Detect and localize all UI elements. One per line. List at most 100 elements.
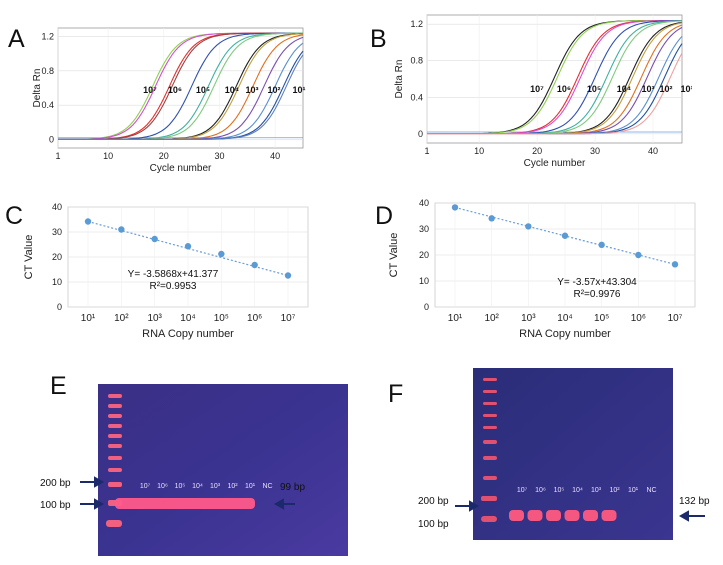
gel-lane-label: NC <box>646 487 656 494</box>
r-squared: R²=0.9953 <box>150 281 197 292</box>
x-tick-label: 10³ <box>521 313 536 324</box>
gel-e-arrows <box>80 476 295 510</box>
y-tick-label: 0.8 <box>41 66 54 76</box>
gel-f-product: 132 bp <box>679 496 710 507</box>
gel-lane-label: 10² <box>609 487 620 494</box>
gel-e-product: 99 bp <box>280 482 305 493</box>
gel-lane-label: NC <box>262 483 272 490</box>
gel-e-svg: 200 bp 100 bp 99 bp 10⁷ 10⁶ 10⁵ 10⁴ 10³ 10² 10… <box>40 384 348 556</box>
y-tick-label: 0 <box>418 129 423 139</box>
y-tick-label: 0.8 <box>410 56 423 66</box>
x-tick-label: 10⁵ <box>594 313 609 324</box>
data-point <box>671 261 679 268</box>
gel-f-marker-200: 200 bp <box>418 496 449 507</box>
y-tick-label: 0 <box>49 134 54 144</box>
dilution-label: 10⁵ <box>196 85 210 95</box>
gel-lane-label: 10⁵ <box>554 487 565 494</box>
panel-label-e: E <box>50 372 67 400</box>
gel-band <box>527 510 543 521</box>
plot-frame <box>57 27 304 149</box>
dilution-label: 10⁷ <box>530 84 544 94</box>
gel-e-product-band <box>115 498 255 509</box>
data-point <box>151 235 158 243</box>
amplification-plot-a: 0 0.4 0.8 1.2 1 10 20 30 40 Cycle number Delta Rn 1… <box>32 27 306 174</box>
y-axis-label: CT Value <box>388 233 400 278</box>
gel-band <box>601 510 617 521</box>
y-axis-label: CT Value <box>23 235 35 280</box>
y-tick-label: 0.4 <box>41 100 54 110</box>
gel-band <box>583 510 598 521</box>
y-tick-label: 10 <box>419 276 429 286</box>
x-axis-label: Cycle number <box>524 158 586 169</box>
y-tick-label: 0 <box>424 302 429 312</box>
dilution-label: 10¹ <box>680 84 692 94</box>
regression-equation: Y= -3.5868x+41.377 <box>128 269 219 280</box>
gel-e-marker-100: 100 bp <box>40 500 71 511</box>
gel-e: 200 bp 100 bp 99 bp 10⁷ 10⁶ 10⁵ 10⁴ 10³ 10² 10… <box>40 382 350 557</box>
y-tick-label: 10 <box>52 277 62 287</box>
gel-lane-label: 10⁴ <box>572 487 583 494</box>
gel-band <box>546 510 561 521</box>
x-tick-label: 40 <box>270 151 280 161</box>
plot-frame <box>426 14 683 144</box>
data-point <box>561 232 569 239</box>
x-tick-label: 30 <box>214 151 224 161</box>
panel-label-c: C <box>5 202 24 230</box>
gel-e-background <box>98 384 348 556</box>
standard-curve-d: 0 10 20 30 40 10¹ 10² 10³ 10⁴ 10⁵ 10⁶ 10⁷ RNA Copy n… <box>388 198 696 340</box>
dilution-label: 10⁶ <box>557 84 571 94</box>
x-tick-label: 20 <box>532 146 542 156</box>
x-tick-label: 10⁶ <box>631 313 646 324</box>
y-tick-label: 1.2 <box>410 19 423 29</box>
y-tick-label: 0.4 <box>410 92 423 102</box>
data-point <box>635 251 642 259</box>
x-tick-label: 10⁵ <box>214 313 229 324</box>
gel-lane-label: 10³ <box>591 487 602 494</box>
x-tick-label: 1 <box>424 146 429 156</box>
y-tick-label: 40 <box>52 202 62 212</box>
x-tick-label: 10⁷ <box>281 313 296 324</box>
dilution-label: 10⁴ <box>225 85 239 95</box>
y-tick-label: 20 <box>52 252 62 262</box>
gel-lane-label: 10¹ <box>628 487 639 494</box>
data-point <box>488 215 495 222</box>
panel-label-d: D <box>375 202 394 230</box>
x-tick-label: 10⁷ <box>668 313 683 324</box>
gel-e-ladder <box>106 394 122 527</box>
data-point <box>251 261 258 269</box>
gel-f-svg: 200 bp 100 bp 132 bp 10⁷ 10⁶ 10⁵ 10⁴ 10³ 10² 1… <box>418 368 710 540</box>
amplification-plot-b: 0 0.4 0.8 1.2 1 10 20 30 40 Cycle number Delta Rn 1… <box>394 14 692 169</box>
x-tick-label: 10⁶ <box>247 313 262 324</box>
y-tick-label: 30 <box>52 227 62 237</box>
data-point <box>184 243 192 250</box>
gel-lane-label: 10⁵ <box>175 483 186 490</box>
x-axis-label: Cycle number <box>150 163 212 174</box>
x-tick-label: 10¹ <box>81 313 96 324</box>
dilution-label: 10³ <box>245 85 258 95</box>
amplification-curve <box>427 52 683 135</box>
dilution-label: 10⁵ <box>587 84 601 94</box>
dilution-label: 10⁶ <box>168 85 182 95</box>
y-axis-label: Delta Rn <box>394 60 405 99</box>
gel-f-ladder <box>481 378 497 522</box>
x-axis-label: RNA Copy number <box>142 328 234 340</box>
data-point <box>598 241 605 249</box>
data-point <box>218 250 225 258</box>
y-tick-label: 30 <box>419 224 429 234</box>
x-tick-label: 10¹ <box>448 313 463 324</box>
dilution-label: 10⁷ <box>143 85 157 95</box>
x-tick-label: 10 <box>103 151 113 161</box>
gel-lane-label: 10¹ <box>245 483 256 490</box>
panel-label-a: A <box>8 25 25 53</box>
standard-curve-c: 0 10 20 30 40 10¹ 10² 10³ 10⁴ 10⁵ 10⁶ 10⁷ RNA Copy n… <box>23 202 309 340</box>
gel-band <box>564 510 580 521</box>
gel-lane-label: 10² <box>227 483 238 490</box>
gel-f: 200 bp 100 bp 132 bp 10⁷ 10⁶ 10⁵ 10⁴ 10³ 10² 1… <box>415 368 720 560</box>
data-point <box>284 272 292 279</box>
x-tick-label: 20 <box>159 151 169 161</box>
regression-equation: Y= -3.57x+43.304 <box>557 277 637 288</box>
gel-f-marker-100: 100 bp <box>418 519 449 530</box>
panel-label-f: F <box>388 380 404 408</box>
data-point <box>84 218 92 225</box>
x-tick-label: 30 <box>590 146 600 156</box>
